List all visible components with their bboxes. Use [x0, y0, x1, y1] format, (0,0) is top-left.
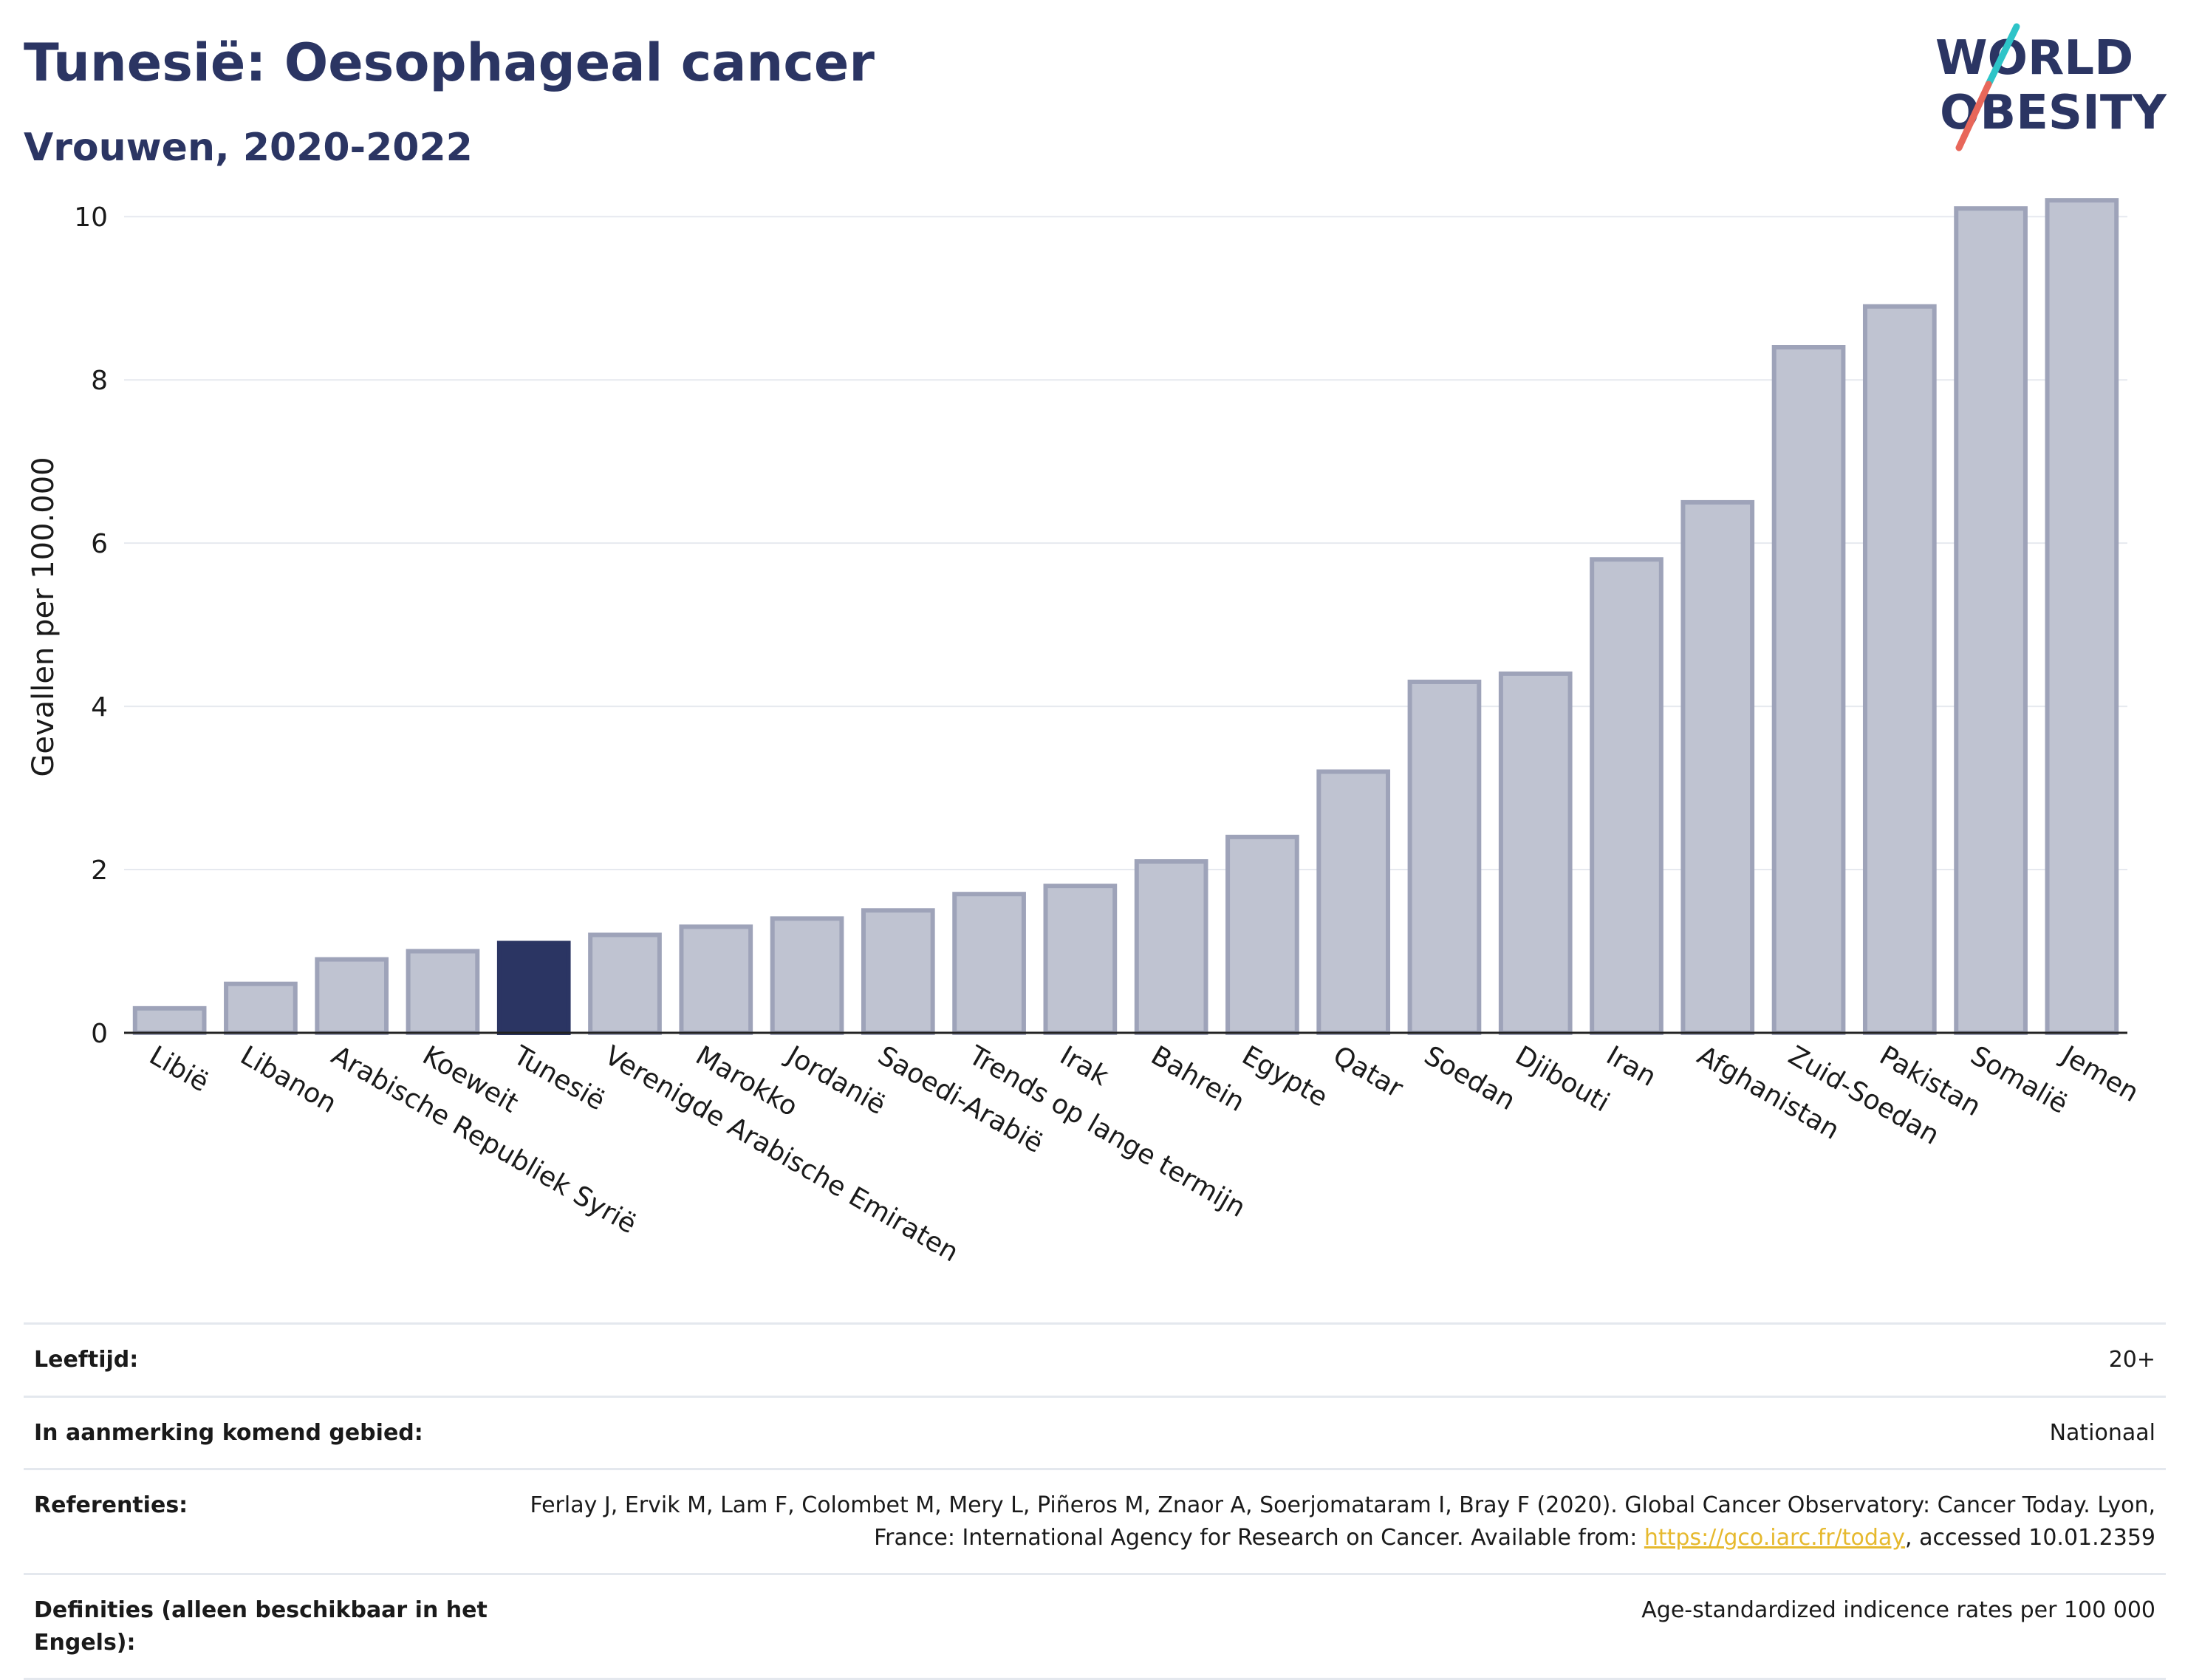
y-tick-label: 6	[91, 529, 108, 559]
y-axis-title: Gevallen per 100.000	[27, 457, 61, 776]
bar	[1680, 499, 1755, 1035]
bar	[1316, 769, 1391, 1035]
references-suffix: , accessed 10.01.2359	[1905, 1524, 2155, 1551]
bar-highlight	[496, 940, 571, 1036]
bar	[679, 924, 753, 1036]
x-tick-label: Qatar	[1328, 1040, 1408, 1104]
x-tick-label: Irak	[1055, 1040, 1114, 1092]
y-tick-labels: 0 2 4 6 8 10	[74, 202, 108, 1049]
bar	[406, 949, 480, 1035]
x-tick-label: Jordanië	[780, 1039, 890, 1121]
references-text: Ferlay J, Ervik M, Lam F, Colombet M, Me…	[530, 1492, 2155, 1551]
info-row-age: Leeftijd: 20+	[24, 1323, 2166, 1397]
y-tick-label: 4	[91, 692, 108, 723]
bar	[861, 908, 935, 1036]
bar	[1225, 834, 1299, 1036]
bar	[315, 957, 389, 1035]
region-value: Nationaal	[2049, 1419, 2155, 1446]
logo-slash-red-icon	[1955, 81, 1992, 151]
x-tick-label: Zuid-Soedan	[1783, 1040, 1944, 1151]
bar	[1862, 304, 1937, 1035]
y-tick-label: 8	[91, 366, 108, 396]
info-row-region: In aanmerking komend gebied: Nationaal	[24, 1396, 2166, 1469]
bar	[770, 916, 844, 1036]
x-tick-label: Iran	[1601, 1040, 1661, 1093]
definitions-label: Definities (alleen beschikbaar in het En…	[34, 1597, 488, 1656]
bar	[2045, 198, 2119, 1036]
references-value: Ferlay J, Ervik M, Lam F, Colombet M, Me…	[517, 1469, 2166, 1574]
y-tick-label: 0	[91, 1019, 108, 1049]
region-label: In aanmerking komend gebied:	[34, 1419, 423, 1446]
x-tick-label: Libanon	[235, 1040, 341, 1119]
bar	[132, 1005, 207, 1036]
definitions-value: Age-standardized indicence rates per 100…	[1641, 1597, 2155, 1623]
info-row-references: Referenties: Ferlay J, Ervik M, Lam F, C…	[24, 1469, 2166, 1574]
x-tick-label: Djibouti	[1510, 1040, 1614, 1118]
chart-subtitle: Vrouwen, 2020-2022	[24, 126, 473, 170]
chart-title: Tunesië: Oesophageal cancer	[24, 33, 875, 93]
age-value: 20+	[2108, 1347, 2155, 1373]
x-tick-label: Egypte	[1237, 1040, 1333, 1113]
references-link[interactable]: https://gco.iarc.fr/today	[1644, 1524, 1906, 1551]
bar	[224, 981, 298, 1035]
bar	[1043, 884, 1118, 1035]
x-tick-label: Somalië	[1966, 1040, 2073, 1120]
bar	[1954, 206, 2028, 1036]
bar	[1498, 671, 1573, 1036]
y-tick-label: 10	[74, 202, 108, 233]
world-obesity-logo: WORLD OBESITY	[1935, 23, 2167, 151]
bar	[1590, 557, 1663, 1035]
bar	[1134, 859, 1208, 1035]
bar	[952, 892, 1026, 1035]
x-tick-label: Tunesië	[507, 1040, 609, 1117]
y-tick-label: 2	[91, 856, 108, 886]
x-tick-label: Bahrein	[1146, 1040, 1249, 1118]
bar	[1407, 679, 1482, 1035]
x-tick-label: Libië	[144, 1040, 213, 1098]
info-row-definitions: Definities (alleen beschikbaar in het En…	[24, 1574, 2166, 1679]
age-label: Leeftijd:	[34, 1347, 139, 1373]
references-label: Referenties:	[34, 1492, 188, 1518]
logo-slash-teal-icon	[1985, 23, 2020, 88]
bar	[588, 932, 662, 1036]
bars	[132, 198, 2119, 1036]
logo-text-world: WORLD	[1935, 31, 2133, 86]
info-table: Leeftijd: 20+ In aanmerking komend gebie…	[24, 1322, 2166, 1680]
bar	[1771, 345, 1846, 1035]
x-tick-label: Soedan	[1419, 1040, 1520, 1116]
